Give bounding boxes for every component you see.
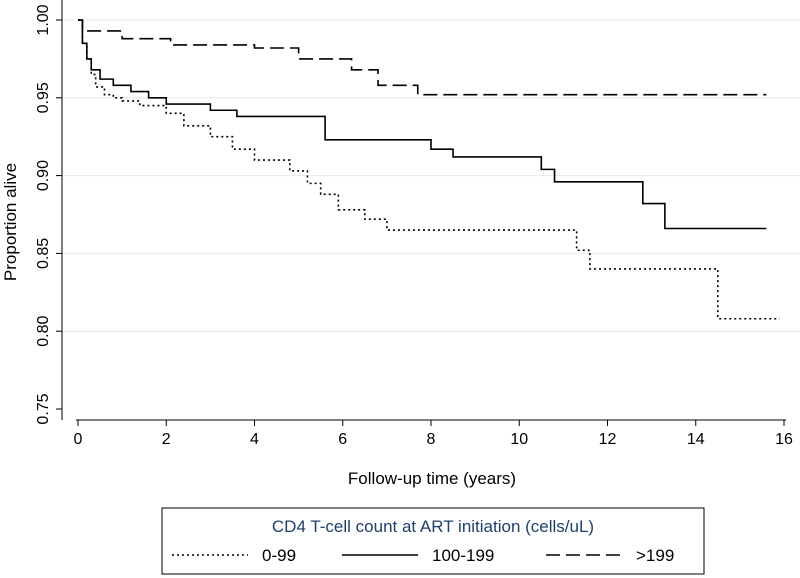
x-tick-label-3: 6 <box>338 431 347 448</box>
x-tick-label-8: 16 <box>775 431 793 448</box>
legend-label-0: 0-99 <box>262 546 296 565</box>
legend-box <box>161 507 705 575</box>
legend-label-2: >199 <box>636 546 674 565</box>
x-tick-label-2: 4 <box>250 431 259 448</box>
series-line-2 <box>78 19 767 96</box>
x-axis-ticks: 0 2 4 6 8 10 12 14 16 <box>74 420 793 448</box>
y-tick-label-0: 0.75 <box>35 393 52 424</box>
series-line-0 <box>78 19 780 320</box>
legend-label-1: 100-199 <box>432 546 494 565</box>
y-tick-label-1: 0.80 <box>35 316 52 347</box>
y-axis-ticks: 0.75 0.80 0.85 0.90 0.95 1.00 <box>35 4 62 425</box>
x-tick-label-5: 10 <box>510 431 528 448</box>
x-tick-label-7: 14 <box>687 431 705 448</box>
x-tick-label-6: 12 <box>599 431 617 448</box>
gridlines <box>62 19 800 332</box>
series-line-1 <box>78 19 767 230</box>
y-tick-label-5: 1.00 <box>35 4 52 35</box>
legend: CD4 T-cell count at ART initiation (cell… <box>161 507 705 575</box>
y-tick-label-3: 0.90 <box>35 160 52 191</box>
x-tick-label-0: 0 <box>74 431 83 448</box>
x-tick-label-1: 2 <box>162 431 171 448</box>
legend-title: CD4 T-cell count at ART initiation (cell… <box>272 517 594 536</box>
y-tick-label-2: 0.85 <box>35 238 52 269</box>
x-axis-title: Follow-up time (years) <box>348 469 516 488</box>
y-axis-title: Proportion alive <box>1 163 20 281</box>
series-lines <box>78 19 780 320</box>
legend-items: 0-99 100-199 >199 <box>172 546 674 565</box>
x-tick-label-4: 8 <box>427 431 436 448</box>
y-tick-label-4: 0.95 <box>35 82 52 113</box>
